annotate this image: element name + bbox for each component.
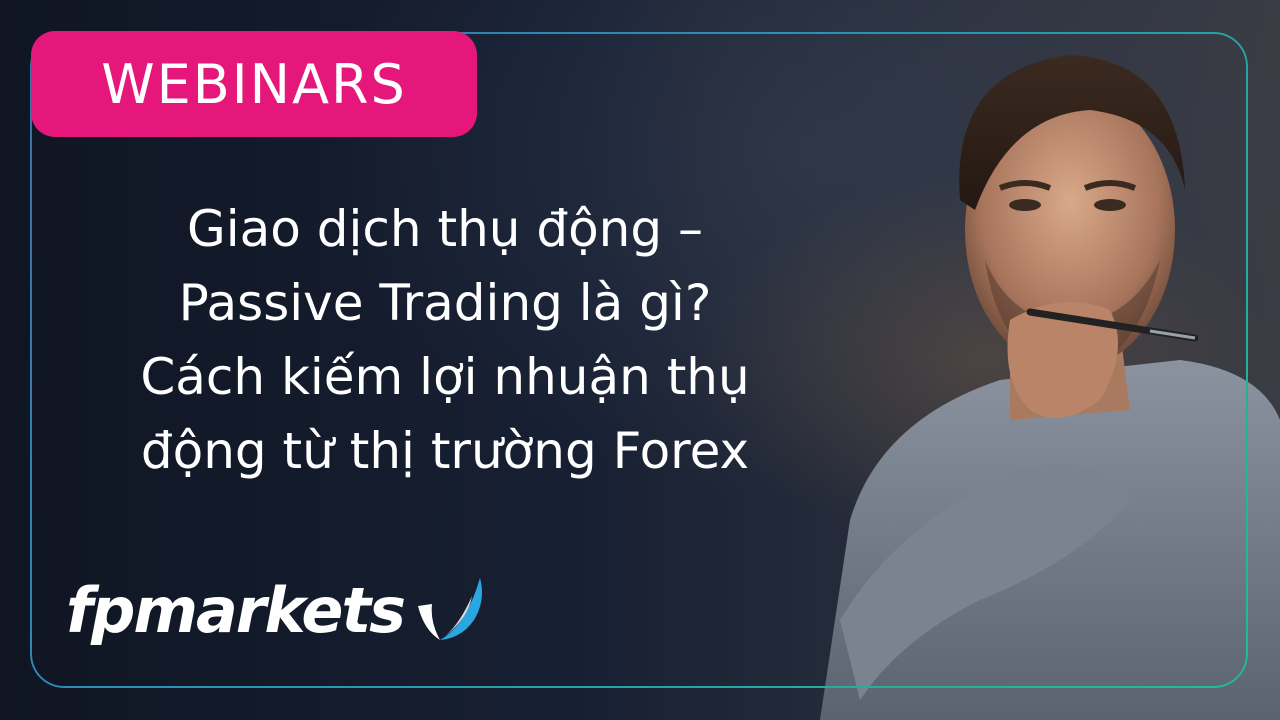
headline-line: Cách kiếm lợi nhuận thụ [140,348,750,406]
headline: Giao dịch thụ động – Passive Trading là … [40,192,850,488]
badge-label: WEBINARS [101,52,407,116]
frame-border [30,32,1248,688]
fpmarkets-logo: fpmarkets [66,560,490,660]
logo-text: fpmarkets [66,573,406,647]
webinars-badge: WEBINARS [31,31,477,137]
headline-line: Giao dịch thụ động – [187,200,703,258]
headline-line: động từ thị trường Forex [140,422,750,480]
headline-line: Passive Trading là gì? [178,274,712,332]
checkmark-swoosh-icon [418,578,482,640]
